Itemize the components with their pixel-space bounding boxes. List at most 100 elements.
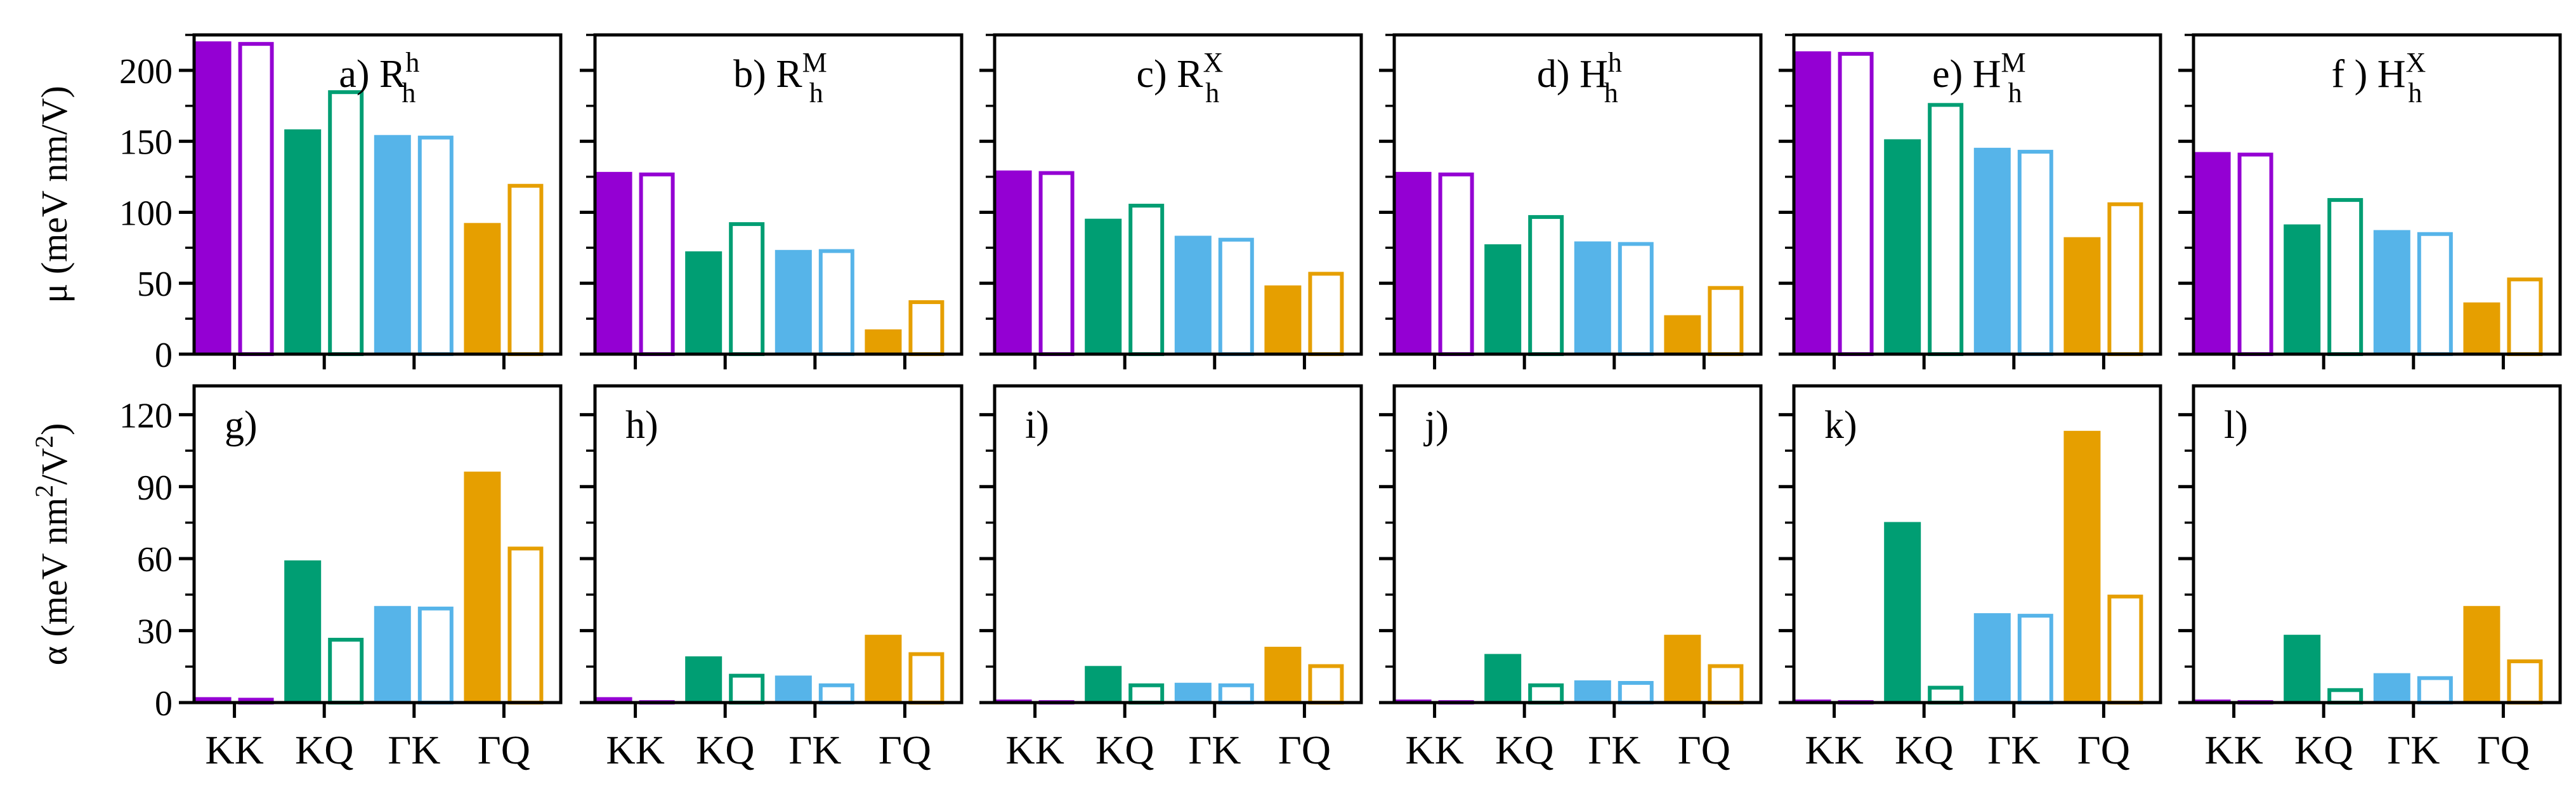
y-tick-label: 120	[119, 396, 173, 435]
y-axis-label-row-2: α (meV nm2/V2)	[30, 423, 75, 666]
panel-label: f ) HX h	[2331, 47, 2426, 109]
x-tick-label: KQ	[696, 727, 754, 772]
bar-hollow-ΓQ	[507, 546, 544, 704]
bar-hollow-KQ	[729, 222, 765, 356]
bar-filled-ΓK	[1574, 680, 1611, 704]
panel-j: KK KQ ΓK ΓQ j)	[1379, 384, 1763, 772]
bar-hollow-ΓQ	[2107, 594, 2143, 704]
panel-frame	[1392, 33, 1763, 356]
panel-k: KK KQ ΓK ΓQ k)	[1779, 384, 2162, 772]
y-tick-label: 0	[155, 336, 173, 375]
x-tick-label: KQ	[2294, 727, 2353, 772]
bar-hollow-ΓK	[818, 249, 854, 356]
panel-frame	[2192, 384, 2562, 704]
bar-hollow-ΓQ	[2107, 202, 2143, 356]
bar-hollow-ΓK	[2417, 232, 2453, 356]
y-axis-label-row-1: μ (meV nm/V)	[34, 86, 75, 303]
x-tick-label: KK	[1405, 727, 1463, 772]
y-tick-label: 150	[119, 123, 173, 162]
bar-filled-KQ	[1085, 218, 1122, 355]
bar-hollow-ΓQ	[2507, 277, 2543, 356]
x-tick-label: KQ	[1495, 727, 1553, 772]
panel-f: f ) HX h	[2178, 33, 2562, 369]
bar-hollow-KQ	[328, 90, 364, 356]
bar-filled-KQ	[1484, 244, 1522, 355]
bar-hollow-KQ	[1128, 204, 1165, 356]
panel-label: c) RX h	[1136, 47, 1223, 109]
panel-g: 0 30 60 90 120 KK KQ ΓK ΓQ g)	[119, 384, 563, 772]
y-tick-label: 90	[137, 468, 173, 508]
bar-hollow-KK	[1838, 51, 1874, 357]
bar-filled-ΓK	[2373, 673, 2410, 703]
x-tick-label: KQ	[1895, 727, 1953, 772]
bar-hollow-KQ	[1928, 103, 1964, 356]
bar-filled-ΓK	[374, 605, 411, 704]
bar-hollow-KQ	[328, 637, 364, 705]
x-tick-label: ΓK	[1188, 727, 1241, 772]
bar-filled-ΓQ	[1664, 315, 1701, 355]
bar-filled-ΓQ	[1664, 635, 1701, 703]
bar-hollow-KQ	[1928, 685, 1964, 704]
x-tick-label: KK	[2204, 727, 2263, 772]
bar-filled-KQ	[284, 560, 322, 703]
bar-hollow-KK	[238, 42, 274, 357]
panel-frame	[2192, 33, 2562, 356]
bar-filled-KK	[995, 170, 1032, 355]
bar-filled-KQ	[1884, 139, 1921, 355]
bar-filled-ΓK	[775, 249, 812, 355]
bar-hollow-ΓK	[1618, 242, 1654, 356]
x-tick-label: KK	[1805, 727, 1863, 772]
x-tick-label: KQ	[295, 727, 353, 772]
y-tick-label: 200	[119, 52, 173, 91]
bar-filled-ΓQ	[464, 223, 501, 355]
bar-hollow-ΓK	[1218, 683, 1254, 704]
bar-filled-KQ	[284, 129, 322, 355]
bar-hollow-ΓQ	[908, 300, 945, 356]
x-tick-label: ΓQ	[2077, 727, 2130, 772]
bar-filled-KQ	[2284, 635, 2321, 703]
x-tick-label: ΓQ	[1278, 727, 1331, 772]
bar-filled-KK	[2194, 152, 2231, 355]
bar-filled-ΓQ	[865, 635, 902, 703]
x-tick-label: ΓQ	[2477, 727, 2530, 772]
panel-frame	[192, 33, 563, 356]
bar-hollow-ΓK	[2017, 614, 2053, 704]
bar-hollow-KQ	[1528, 215, 1564, 356]
panel-label: e) HM h	[1932, 47, 2026, 109]
panel-label: l)	[2224, 404, 2248, 447]
bar-filled-KQ	[1484, 654, 1522, 703]
bar-filled-ΓQ	[1264, 647, 1302, 704]
bar-hollow-KK	[2237, 152, 2273, 356]
panel-frame	[993, 384, 1363, 704]
x-tick-label: ΓK	[2387, 727, 2440, 772]
panel-frame	[593, 384, 964, 704]
bar-hollow-ΓK	[2417, 676, 2453, 704]
panel-label: i)	[1025, 404, 1049, 447]
bar-filled-ΓK	[775, 675, 812, 703]
panel-label: a) Rh h	[339, 47, 419, 109]
bar-hollow-ΓQ	[507, 183, 544, 356]
x-tick-label: KK	[1005, 727, 1064, 772]
x-tick-label: KQ	[1095, 727, 1154, 772]
panel-label: j)	[1423, 404, 1449, 447]
y-tick-label: 30	[137, 612, 173, 652]
bar-hollow-ΓK	[2017, 150, 2053, 357]
x-tick-label: ΓQ	[879, 727, 931, 772]
bar-filled-ΓK	[2373, 230, 2410, 355]
x-tick-label: ΓK	[788, 727, 841, 772]
bar-hollow-ΓK	[417, 606, 454, 705]
panel-h: KK KQ ΓK ΓQ h)	[580, 384, 964, 772]
panel-label: h)	[625, 404, 658, 447]
bar-filled-ΓK	[1174, 682, 1212, 703]
bar-hollow-KQ	[1128, 683, 1165, 704]
panel-i: KK KQ ΓK ΓQ i)	[979, 384, 1363, 772]
x-tick-label: ΓQ	[1678, 727, 1730, 772]
bar-filled-KK	[1394, 171, 1432, 355]
bar-hollow-ΓQ	[1708, 664, 1744, 704]
bar-hollow-KQ	[2327, 688, 2364, 705]
bar-filled-ΓQ	[2463, 302, 2501, 355]
bar-hollow-ΓQ	[2507, 659, 2543, 705]
bar-filled-KQ	[685, 251, 722, 355]
bar-hollow-ΓQ	[1308, 272, 1344, 356]
bar-filled-KK	[595, 171, 632, 355]
